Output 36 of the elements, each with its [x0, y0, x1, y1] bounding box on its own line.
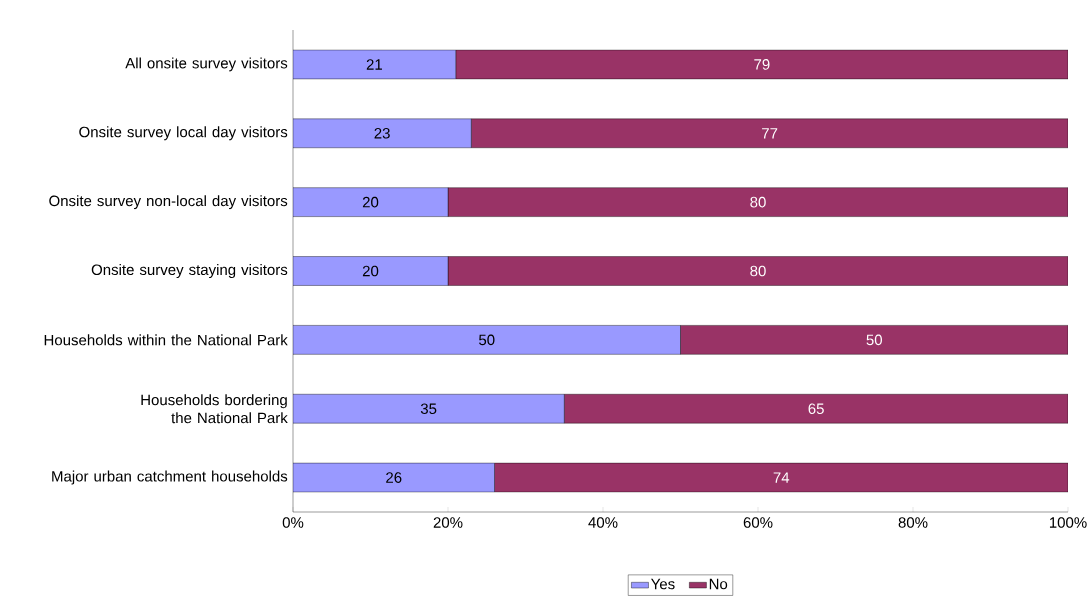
x-tick-label: 20% — [433, 517, 463, 528]
bar — [293, 187, 449, 217]
bar — [293, 49, 456, 80]
data-label: 80 — [750, 196, 766, 208]
data-label: 35 — [420, 403, 437, 415]
data-label: 23 — [374, 127, 390, 139]
data-label: 80 — [750, 265, 766, 277]
bar — [293, 118, 472, 148]
bar — [293, 462, 495, 493]
y-tick-label: Onsite survey local day visitors — [79, 126, 288, 141]
y-tick-label: Onsite survey staying visitors — [91, 264, 288, 278]
data-label: 65 — [808, 403, 824, 415]
y-tick-label: All onsite survey visitors — [125, 57, 288, 72]
bar — [293, 394, 565, 424]
y-tick-label: Onsite survey non-local day visitors — [49, 195, 288, 210]
data-label: 26 — [386, 472, 402, 483]
data-label: 74 — [773, 472, 790, 483]
x-tick-label: 60% — [743, 517, 773, 528]
x-tick-label: 100% — [1049, 517, 1087, 528]
y-tick-label: Major urban catchment households — [52, 470, 288, 485]
y-tick-label: Households within the National Park — [44, 334, 288, 346]
data-label: 20 — [362, 265, 379, 277]
data-label: 20 — [362, 196, 379, 208]
x-tick-label: 40% — [588, 517, 618, 528]
legend-label: No — [709, 578, 728, 590]
bar — [293, 325, 681, 355]
data-label: 50 — [479, 334, 495, 346]
data-label: 50 — [866, 334, 882, 346]
bar — [293, 256, 449, 286]
data-label: 79 — [754, 59, 770, 70]
legend-label: Yes — [651, 578, 675, 590]
x-tick-label: 80% — [898, 517, 928, 528]
y-tick-label: Households bordering the National Park — [141, 394, 288, 424]
x-tick-label: 0% — [282, 517, 304, 528]
data-label: 77 — [762, 128, 778, 139]
data-label: 21 — [366, 59, 382, 70]
